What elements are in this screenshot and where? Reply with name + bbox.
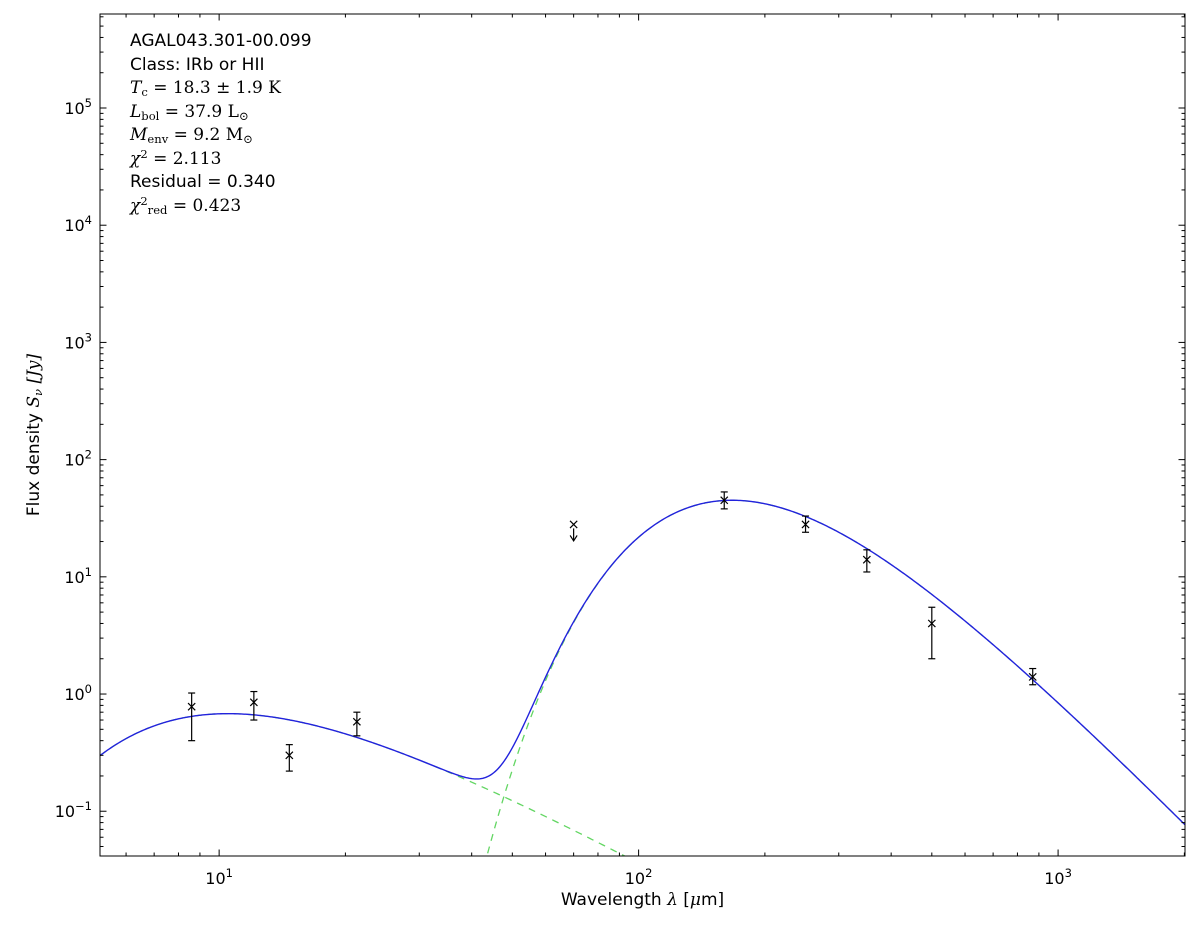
label-fragment: 2 bbox=[140, 193, 148, 208]
y-tick-label: 10−1 bbox=[55, 799, 92, 821]
y-tick-label: 103 bbox=[64, 330, 92, 352]
label-fragment: [Jy] bbox=[24, 353, 44, 389]
label-fragment: red bbox=[147, 202, 168, 217]
data-point bbox=[285, 744, 294, 772]
label-fragment: μ bbox=[689, 890, 701, 910]
label-fragment: c bbox=[141, 85, 148, 99]
label-fragment: bol bbox=[141, 108, 160, 123]
x-tick-label: 103 bbox=[1044, 866, 1072, 888]
data-point bbox=[1028, 667, 1037, 686]
label-fragment: = 37.9 L bbox=[159, 101, 239, 122]
label-fragment: AGAL043.301-00.099 bbox=[130, 31, 312, 51]
model-total-curve bbox=[100, 499, 1185, 826]
label-fragment: χ bbox=[130, 148, 141, 169]
data-points bbox=[187, 491, 1037, 772]
x-marker bbox=[720, 496, 729, 505]
label-fragment: Wavelength bbox=[560, 890, 668, 910]
label-fragment: m] bbox=[700, 890, 725, 910]
label-fragment: ν bbox=[31, 388, 45, 396]
data-point bbox=[187, 692, 196, 742]
x-tick-label: 102 bbox=[625, 866, 653, 888]
axes-frame bbox=[99, 13, 1186, 857]
label-fragment: Class: IRb or HII bbox=[130, 54, 265, 75]
label-fragment: = 0.423 bbox=[167, 195, 242, 216]
x-marker bbox=[249, 698, 258, 707]
label-fragment: Residual = 0.340 bbox=[130, 172, 276, 192]
label-fragment: L bbox=[130, 101, 142, 122]
fit-parameters-annotation: AGAL043.301-00.099 Class: IRb or HII Tc = … bbox=[130, 30, 312, 218]
annotation-line: Lbol = 37.9 L⊙ bbox=[130, 101, 312, 125]
label-fragment: ⊙ bbox=[238, 108, 249, 123]
x-marker bbox=[862, 555, 871, 564]
data-point bbox=[862, 549, 871, 573]
x-tick-label: 101 bbox=[205, 866, 233, 888]
y-tick-label: 105 bbox=[64, 96, 92, 118]
x-marker bbox=[352, 717, 361, 726]
annotation-line: Menv = 9.2 M⊙ bbox=[130, 124, 312, 148]
data-point bbox=[352, 711, 361, 737]
x-marker bbox=[927, 619, 936, 628]
x-marker bbox=[187, 702, 196, 711]
axis-ticks bbox=[100, 14, 1185, 856]
x-marker bbox=[285, 751, 294, 760]
label-fragment: env bbox=[147, 132, 169, 146]
label-fragment: [ bbox=[677, 890, 690, 910]
label-fragment: T bbox=[130, 78, 142, 98]
label-fragment: M bbox=[130, 125, 148, 145]
label-fragment: 2 bbox=[140, 146, 148, 161]
data-point bbox=[801, 515, 810, 533]
label-fragment: χ bbox=[130, 195, 141, 216]
data-point bbox=[569, 520, 578, 543]
data-point bbox=[720, 491, 729, 510]
y-tick-label: 100 bbox=[64, 682, 92, 704]
label-fragment: ⊙ bbox=[243, 132, 253, 146]
annotation-line: Tc = 18.3 ± 1.9 K bbox=[130, 77, 312, 101]
x-marker bbox=[801, 520, 810, 529]
annotation-line: χ2red = 0.423 bbox=[130, 195, 312, 219]
label-fragment: = 9.2 M bbox=[168, 125, 244, 145]
upper-limit-arrow-head bbox=[569, 535, 578, 543]
model-curves bbox=[100, 499, 1185, 856]
y-tick-label: 104 bbox=[64, 213, 92, 235]
annotation-line: χ2 = 2.113 bbox=[130, 148, 312, 172]
label-fragment: = 18.3 ± 1.9 K bbox=[147, 78, 281, 98]
label-fragment: S bbox=[24, 395, 44, 408]
annotation-line: Class: IRb or HII bbox=[130, 54, 312, 78]
annotation-line: Residual = 0.340 bbox=[130, 171, 312, 195]
data-point bbox=[249, 690, 258, 721]
x-marker bbox=[569, 520, 578, 529]
label-fragment: Flux density bbox=[24, 407, 44, 517]
label-fragment: = 2.113 bbox=[147, 148, 222, 169]
x-axis-label: Wavelength λ [μm] bbox=[100, 890, 1185, 910]
annotation-line: AGAL043.301-00.099 bbox=[130, 30, 312, 54]
y-tick-label: 102 bbox=[64, 448, 92, 470]
data-point bbox=[927, 606, 936, 660]
label-fragment: λ bbox=[667, 890, 678, 910]
x-marker bbox=[1028, 672, 1037, 681]
y-axis-label: Flux density Sν [Jy] bbox=[24, 353, 45, 517]
y-tick-label: 101 bbox=[64, 565, 92, 587]
